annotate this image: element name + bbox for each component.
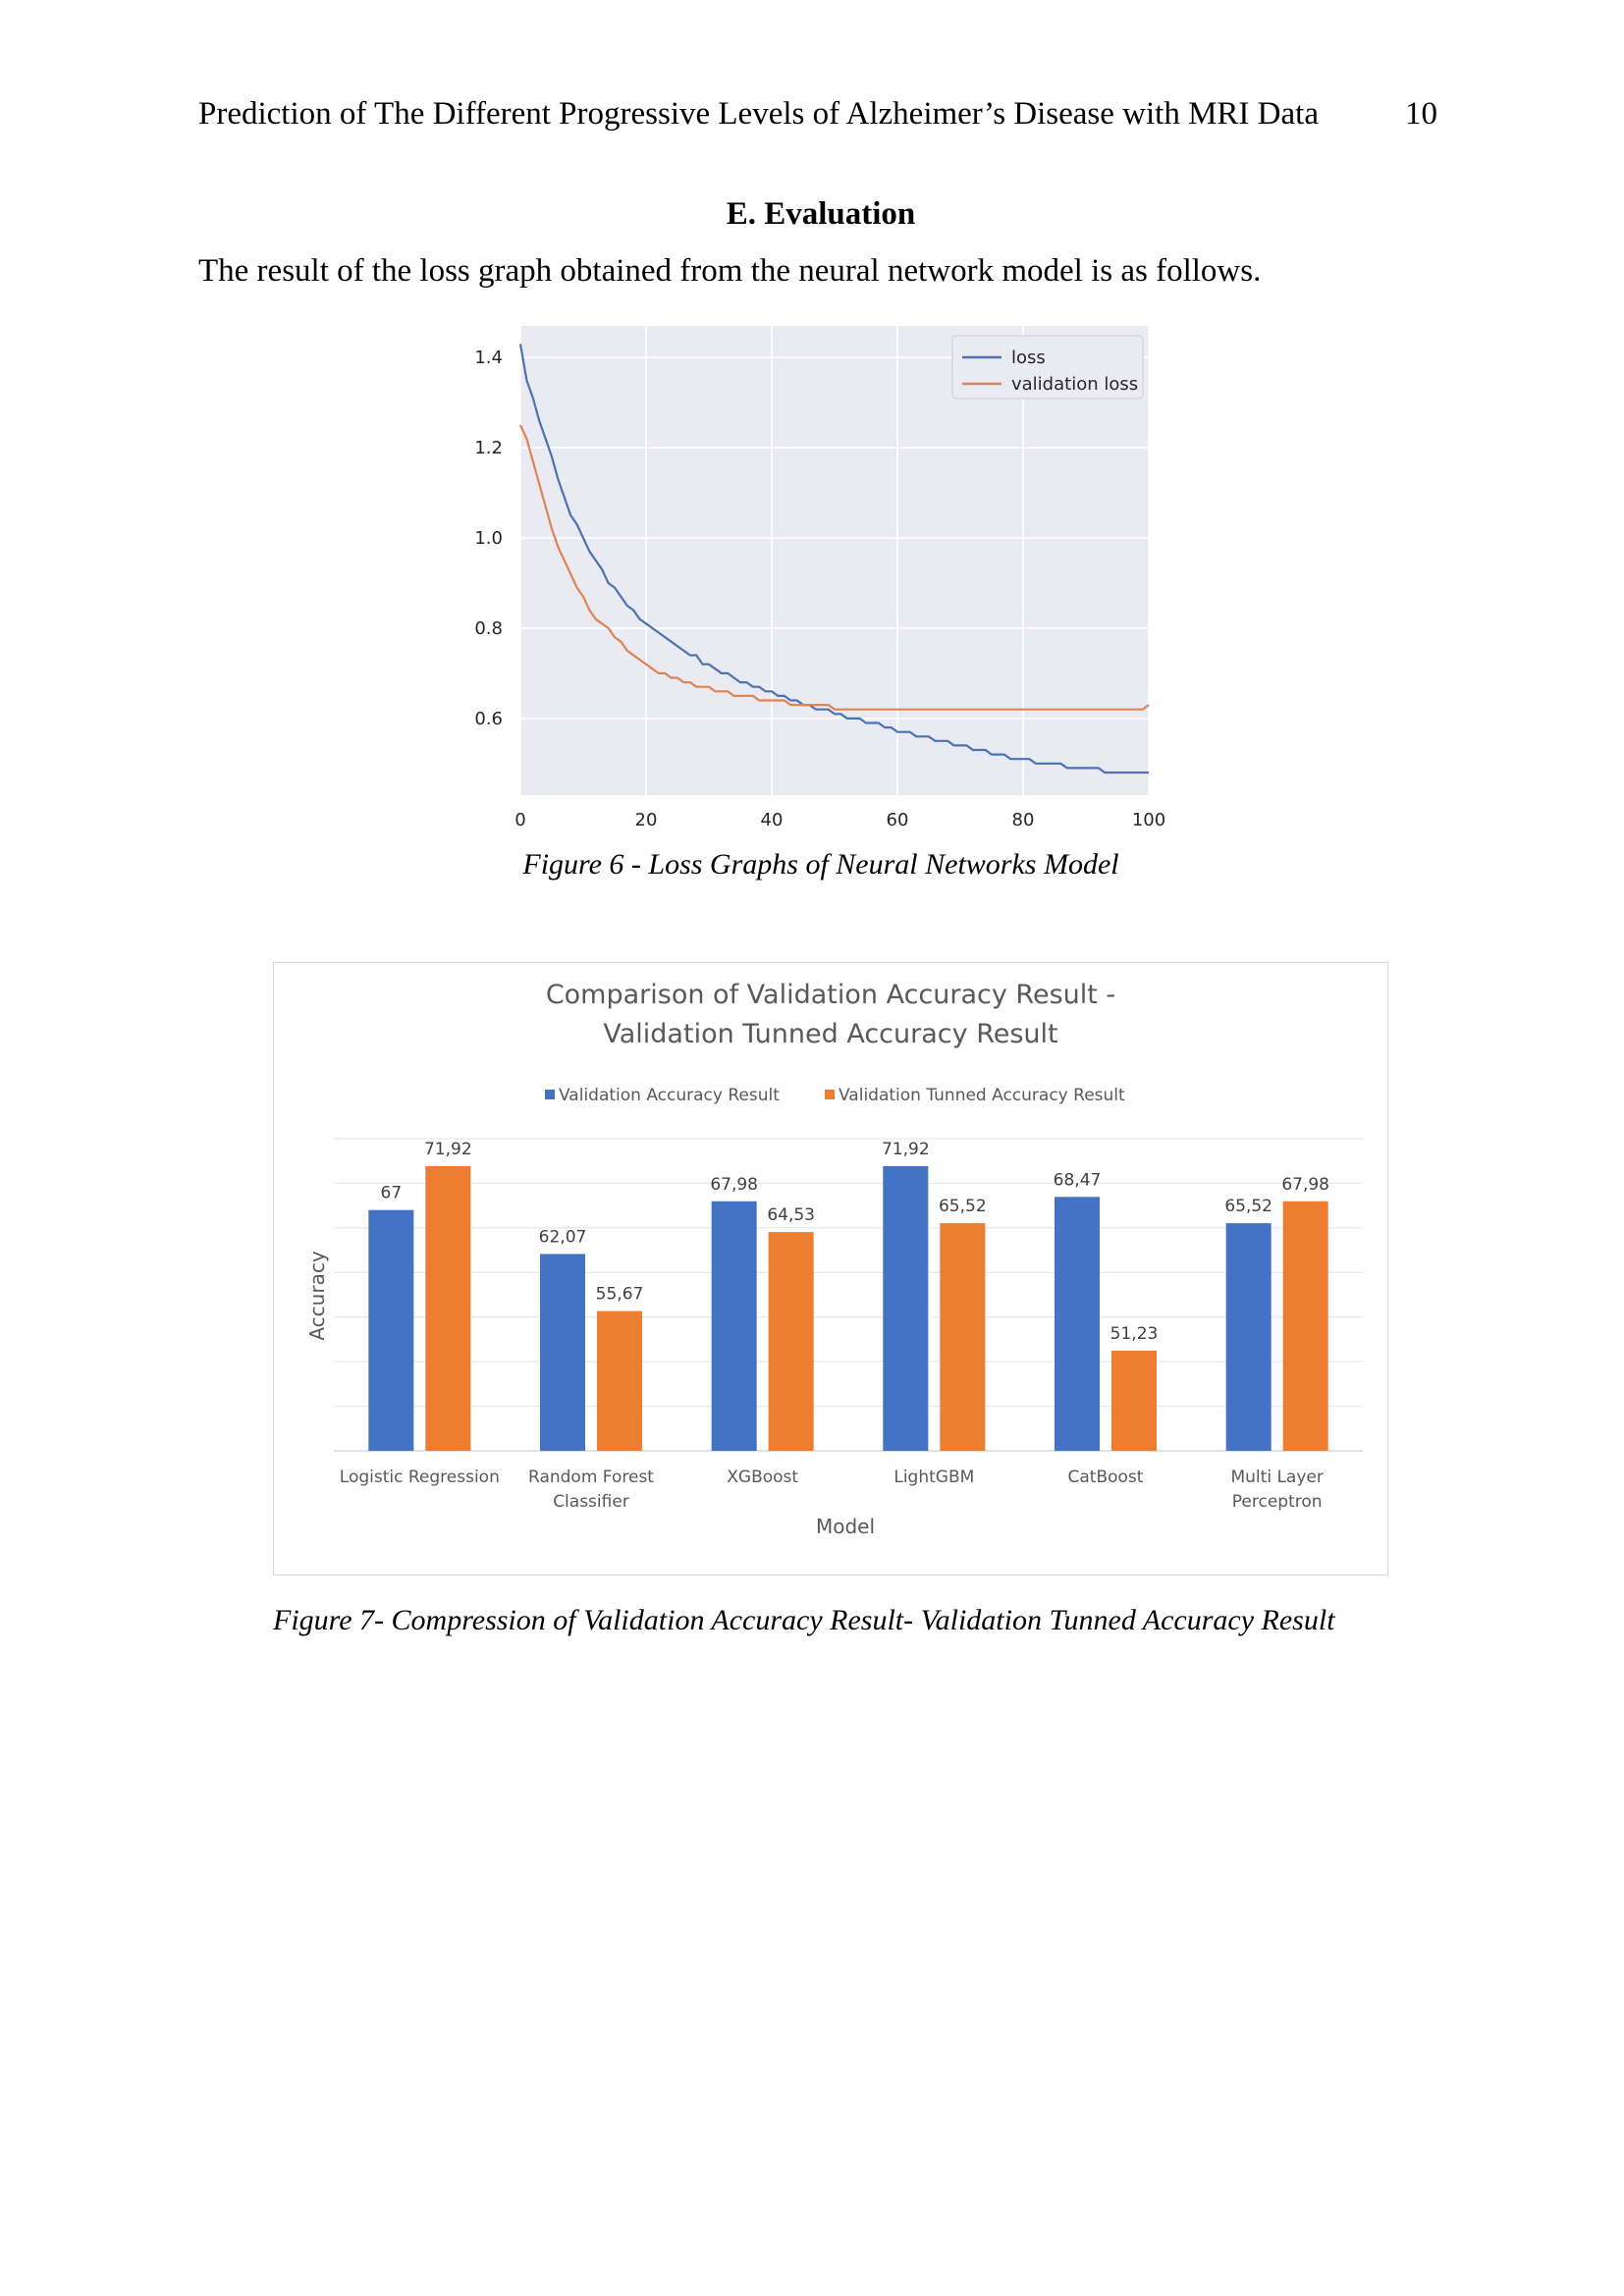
bar-validation	[1225, 1223, 1272, 1451]
data-label: 67	[381, 1184, 403, 1203]
bar-validation	[540, 1254, 585, 1451]
bar-tunned	[940, 1223, 986, 1451]
bar-validation	[883, 1165, 929, 1451]
header-title: Prediction of The Different Progressive …	[198, 96, 1319, 132]
x-tick-label: 80	[1012, 810, 1035, 830]
legend-label: Validation Accuracy Result	[559, 1086, 780, 1105]
bar-validation	[711, 1201, 757, 1451]
data-label: 64,53	[767, 1205, 815, 1225]
x-tick-label: Multi Layer	[1230, 1468, 1323, 1487]
bar-validation	[1055, 1197, 1100, 1451]
y-tick-label: 0.8	[474, 618, 503, 639]
x-tick-label: 100	[1132, 810, 1165, 830]
series-line-loss	[518, 344, 1149, 774]
bar-tunned	[425, 1165, 471, 1451]
data-label: 67,98	[1281, 1175, 1329, 1195]
x-axis-title: Model	[816, 1515, 875, 1538]
x-tick-label: CatBoost	[1068, 1468, 1144, 1487]
data-label: 65,52	[939, 1197, 987, 1216]
figure-6-caption: Figure 6 - Loss Graphs of Neural Network…	[522, 848, 1119, 881]
data-label: 71,92	[424, 1140, 472, 1159]
legend-label: loss	[1011, 347, 1046, 368]
x-tick-label: Classifier	[553, 1492, 629, 1512]
x-tick-label: LightGBM	[893, 1468, 974, 1487]
loss-chart: 0 20 40 60 80 100 0.6 0.8 1.0 1.2 1.4 loss validatio…	[474, 326, 1165, 830]
page-number: 10	[1405, 96, 1437, 132]
y-tick-label: 1.4	[474, 347, 503, 368]
series-line-validation-loss	[519, 424, 1150, 711]
legend-swatch	[825, 1090, 835, 1099]
chart-title-line: Validation Tunned Accuracy Result	[603, 1019, 1057, 1049]
data-label: 65,52	[1224, 1197, 1272, 1216]
accuracy-bar-chart: Comparison of Validation Accuracy Result…	[273, 962, 1388, 1575]
plot-area	[520, 326, 1149, 795]
y-tick-label: 0.6	[474, 709, 503, 729]
y-axis-title: Accuracy	[305, 1251, 329, 1340]
x-tick-label: Perceptron	[1232, 1492, 1323, 1512]
bar-validation	[368, 1209, 414, 1451]
x-tick-label: 60	[887, 810, 909, 830]
data-label: 51,23	[1110, 1324, 1159, 1344]
x-tick-label: 20	[635, 810, 658, 830]
chart-title-line: Comparison of Validation Accuracy Result…	[546, 980, 1115, 1010]
data-label: 71,92	[882, 1140, 930, 1159]
legend-label: validation loss	[1011, 374, 1138, 395]
y-tick-label: 1.0	[474, 528, 503, 549]
bar-tunned	[1111, 1350, 1157, 1451]
body-paragraph: The result of the loss graph obtained fr…	[198, 253, 1262, 289]
figure-7-caption: Figure 7- Compression of Validation Accu…	[273, 1604, 1335, 1636]
x-tick-label: 40	[761, 810, 784, 830]
x-tick-label: XGBoost	[727, 1468, 798, 1487]
bar-tunned	[1282, 1201, 1328, 1451]
data-label: 67,98	[710, 1175, 758, 1195]
x-tick-label: 0	[514, 810, 525, 830]
x-tick-label: Random Forest	[528, 1468, 654, 1487]
bar-tunned	[597, 1310, 642, 1451]
x-tick-label: Logistic Regression	[340, 1468, 500, 1487]
bar-tunned	[768, 1232, 814, 1451]
data-label: 62,07	[539, 1227, 587, 1247]
section-heading: E. Evaluation	[726, 196, 916, 232]
legend-label: Validation Tunned Accuracy Result	[839, 1086, 1125, 1105]
data-label: 55,67	[596, 1285, 644, 1305]
data-label: 68,47	[1054, 1170, 1102, 1190]
y-tick-label: 1.2	[474, 438, 503, 458]
legend-swatch	[545, 1090, 555, 1099]
